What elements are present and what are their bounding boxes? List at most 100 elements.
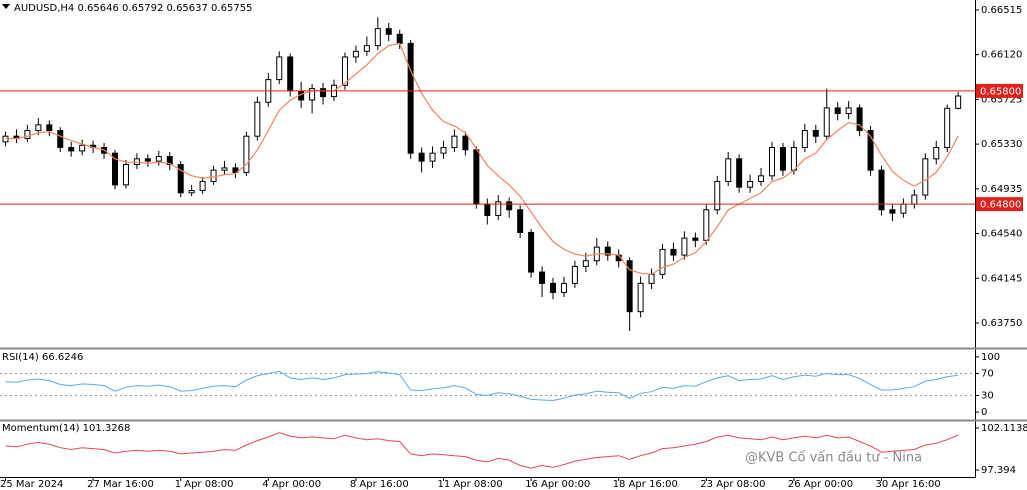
candle-body: [626, 260, 633, 313]
candle-body: [517, 209, 524, 233]
candle-body: [374, 28, 381, 47]
candle-body: [528, 231, 535, 273]
candle-body: [812, 130, 819, 137]
y-tick-label: 0.66120: [981, 50, 1022, 61]
candle-body: [341, 56, 348, 86]
candle-body: [407, 42, 414, 154]
candle-body: [801, 130, 808, 149]
candle-body: [440, 147, 447, 154]
indicator-title: RSI(14) 66.6246: [2, 352, 83, 363]
y-tick-label: 100: [981, 352, 1000, 363]
candle-body: [221, 167, 228, 171]
candle-body: [933, 147, 940, 160]
candle-body: [571, 265, 578, 284]
candle-body: [955, 95, 962, 109]
candle-body: [429, 152, 436, 162]
indicator-line: [5, 370, 959, 402]
candle-body: [122, 163, 129, 186]
candle-body: [714, 180, 721, 211]
x-tick-label: 1 Apr 08:00: [175, 479, 234, 490]
x-tick-label: 16 Apr 00:00: [525, 479, 590, 490]
candle-body: [659, 248, 666, 275]
y-tick-label: 0.64145: [981, 273, 1022, 284]
candle-body: [889, 209, 896, 214]
candle-body: [57, 130, 64, 149]
symbol-menu-arrow[interactable]: [2, 4, 10, 9]
candle-body: [462, 135, 469, 151]
candle-body: [232, 167, 239, 173]
y-tick-label: 30: [981, 391, 994, 402]
candle-body: [790, 147, 797, 171]
candle-body: [210, 169, 217, 182]
candle-body: [725, 158, 732, 182]
x-tick-label: 26 Apr 00:00: [788, 479, 853, 490]
candle-body: [166, 156, 173, 165]
candle-body: [736, 158, 743, 188]
y-tick-label: 0.65330: [981, 139, 1022, 150]
candle-body: [758, 175, 765, 182]
y-tick-label: 70: [981, 368, 994, 379]
candle-body: [922, 158, 929, 196]
indicator-title: Momentum(14) 101.3268: [2, 423, 130, 434]
candle-body: [418, 152, 425, 162]
x-tick-label: 30 Apr 16:00: [876, 479, 941, 490]
candle-body: [944, 107, 951, 149]
candle-body: [177, 163, 184, 194]
candle-body: [484, 203, 491, 216]
candle-body: [188, 190, 195, 194]
candle-body: [287, 56, 294, 92]
y-tick-label: 0.63750: [981, 318, 1022, 329]
candle-body: [276, 56, 283, 81]
candle-body: [878, 169, 885, 211]
y-tick-label: 97.394: [981, 465, 1016, 476]
candle-body: [506, 201, 513, 211]
candle-body: [24, 130, 31, 139]
candle-body: [254, 101, 261, 137]
candle-body: [35, 124, 42, 132]
candle-body: [637, 282, 644, 313]
candle-body: [451, 135, 458, 149]
moving-average: [5, 42, 959, 275]
candle-body: [823, 107, 830, 137]
candle-body: [309, 88, 316, 101]
candle-body: [560, 282, 567, 293]
candle-body: [856, 107, 863, 132]
candle-body: [112, 152, 118, 186]
x-tick-label: 25 Mar 2024: [0, 479, 63, 490]
candle-body: [352, 50, 359, 58]
candle-body: [582, 260, 589, 267]
candle-body: [155, 156, 162, 162]
candle-body: [396, 33, 403, 44]
candle-body: [68, 147, 75, 152]
candle-body: [845, 107, 852, 115]
y-tick-label: 0.64935: [981, 184, 1022, 195]
candle-body: [550, 282, 556, 293]
x-tick-label: 4 Apr 00:00: [262, 479, 321, 490]
candle-body: [363, 45, 370, 52]
y-tick-label: 0.64540: [981, 229, 1022, 240]
candle-body: [867, 130, 874, 171]
x-tick-label: 23 Apr 08:00: [700, 479, 765, 490]
y-tick-label: 0: [981, 407, 987, 418]
price-level-box: [976, 197, 1023, 212]
y-tick-label: 0.65725: [981, 94, 1022, 105]
candle-body: [79, 144, 86, 152]
x-tick-label: 18 Apr 16:00: [613, 479, 678, 490]
candle-body: [769, 147, 775, 177]
x-tick-label: 11 Apr 08:00: [438, 479, 503, 490]
price-level-label: 0.64800: [980, 200, 1021, 211]
candle-body: [681, 237, 688, 256]
candle-body: [911, 194, 918, 205]
candle-body: [385, 28, 392, 35]
candle-body: [243, 135, 250, 173]
indicator-line: [5, 432, 959, 469]
candle-body: [144, 158, 151, 162]
candle-body: [670, 248, 677, 256]
candle-body: [46, 124, 53, 132]
price-level-label: 0.65800: [980, 86, 1021, 97]
candle-body: [604, 246, 611, 256]
x-tick-label: 8 Apr 16:00: [350, 479, 409, 490]
candle-body: [473, 149, 480, 205]
